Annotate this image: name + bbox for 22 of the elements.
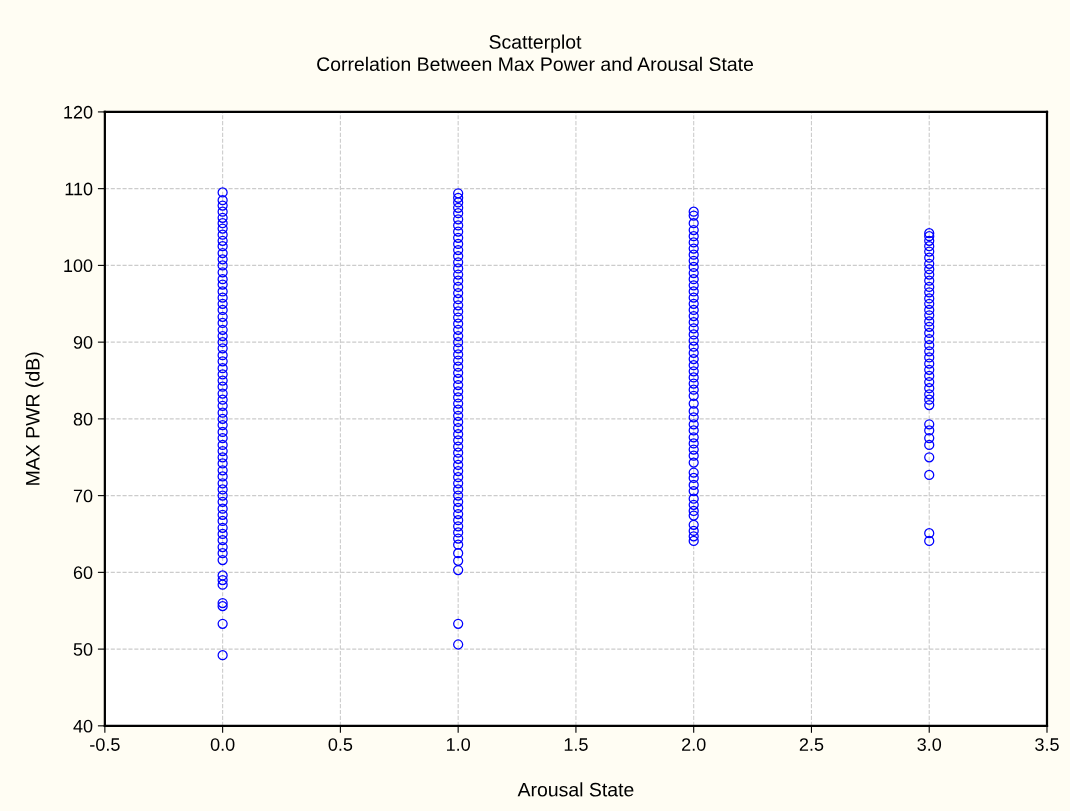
y-tick-label: 70: [73, 489, 93, 503]
chart-subtitle: Correlation Between Max Power and Arousal State: [317, 56, 754, 72]
y-tick-label: 100: [64, 259, 93, 273]
x-tick-label: 1.5: [564, 738, 588, 751]
x-tick-label: 0.5: [328, 738, 353, 751]
x-tick-label: 0.0: [210, 738, 235, 751]
y-tick-label: 50: [73, 643, 93, 656]
y-tick-label: 90: [73, 336, 93, 349]
y-axis-title: MAX PWR (dB): [25, 352, 44, 485]
x-tick-label: 1.0: [446, 738, 471, 751]
y-tick-label: 120: [64, 105, 93, 119]
y-tick-label: 40: [73, 719, 93, 733]
chart-title: Scatterplot: [489, 34, 582, 53]
x-tick-label: 2.5: [799, 738, 824, 751]
y-tick-label: 110: [65, 182, 93, 196]
y-tick-label: 60: [73, 566, 93, 580]
x-tick-label: -0.5: [90, 738, 120, 751]
x-axis-title: Arousal State: [517, 782, 634, 797]
y-tick-label: 80: [73, 412, 93, 426]
x-tick-label: 2.0: [682, 738, 706, 751]
x-tick-label: 3.5: [1035, 738, 1059, 751]
x-tick-label: 3.0: [917, 738, 942, 751]
